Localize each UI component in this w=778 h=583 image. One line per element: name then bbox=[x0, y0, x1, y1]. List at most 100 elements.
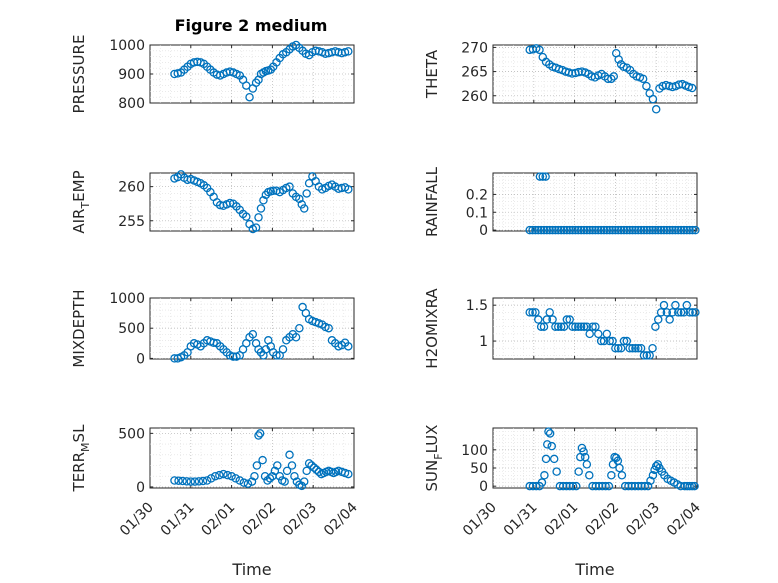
data-point bbox=[559, 322, 569, 331]
data-point bbox=[242, 212, 251, 221]
panel-h2omixra: 1 1.5 H2OMIXRA bbox=[423, 288, 700, 369]
y-tick-label: 0 bbox=[479, 223, 488, 239]
data-point bbox=[186, 477, 196, 486]
data-point bbox=[579, 225, 589, 235]
y-axis-label-main: SUN bbox=[423, 460, 441, 492]
data-point bbox=[202, 476, 212, 485]
data-point bbox=[690, 481, 699, 491]
data-point bbox=[251, 223, 261, 232]
data-point bbox=[676, 481, 685, 491]
data-point bbox=[656, 308, 666, 317]
data-point bbox=[585, 471, 594, 480]
data-point bbox=[637, 481, 646, 491]
data-point bbox=[639, 351, 649, 360]
data-point bbox=[622, 336, 632, 346]
data-point bbox=[628, 343, 637, 353]
y-axis-label-main: AIR bbox=[70, 209, 88, 234]
data-point bbox=[272, 351, 281, 360]
data-point bbox=[278, 345, 288, 354]
data-point bbox=[630, 481, 640, 491]
data-point bbox=[668, 225, 677, 235]
y-axis-label-main: THETA bbox=[423, 49, 441, 99]
y-axis-label-subscript: M bbox=[79, 442, 92, 452]
data-point bbox=[340, 48, 350, 57]
data-point bbox=[548, 315, 557, 324]
data-point bbox=[170, 476, 179, 485]
data-point bbox=[528, 481, 538, 491]
data-point bbox=[324, 323, 333, 333]
data-point bbox=[582, 225, 592, 235]
data-point bbox=[574, 322, 583, 331]
data-point bbox=[282, 466, 292, 476]
data-point bbox=[631, 225, 640, 235]
data-point bbox=[290, 471, 299, 481]
data-point bbox=[625, 225, 634, 235]
data-point bbox=[549, 454, 559, 464]
data-point bbox=[297, 481, 307, 491]
data-point bbox=[189, 58, 199, 67]
data-point bbox=[614, 343, 623, 353]
data-point bbox=[615, 463, 624, 473]
data-point bbox=[535, 45, 544, 55]
data-point bbox=[344, 342, 353, 351]
data-point bbox=[639, 225, 649, 235]
data-point bbox=[531, 225, 540, 235]
data-point bbox=[682, 225, 692, 235]
data-point bbox=[273, 461, 282, 470]
data-point bbox=[571, 481, 581, 491]
data-point bbox=[223, 470, 232, 480]
data-point bbox=[255, 429, 265, 438]
data-point bbox=[182, 477, 191, 486]
data-point bbox=[554, 322, 563, 331]
data-point bbox=[571, 322, 580, 331]
data-point bbox=[596, 225, 606, 235]
y-axis-label-rest: SL bbox=[70, 424, 88, 443]
data-point bbox=[653, 315, 663, 324]
data-point bbox=[609, 72, 619, 81]
data-point bbox=[254, 213, 263, 222]
data-point bbox=[248, 329, 258, 339]
data-point bbox=[585, 329, 594, 339]
data-point bbox=[544, 427, 553, 436]
data-point bbox=[565, 481, 574, 491]
data-point bbox=[219, 469, 228, 479]
data-point bbox=[541, 172, 550, 181]
data-point bbox=[552, 467, 561, 476]
data-point bbox=[646, 476, 655, 485]
y-tick-label: 0.1 bbox=[466, 205, 488, 221]
data-point bbox=[665, 225, 674, 235]
data-point bbox=[591, 225, 600, 235]
data-point bbox=[616, 225, 626, 235]
data-point bbox=[302, 466, 311, 476]
data-point bbox=[682, 300, 692, 310]
y-axis-label-subscript: T bbox=[79, 202, 92, 210]
data-point bbox=[551, 225, 560, 235]
data-point bbox=[645, 225, 654, 235]
data-point bbox=[299, 477, 309, 486]
data-point bbox=[536, 225, 546, 235]
data-point bbox=[576, 225, 586, 235]
data-point bbox=[571, 225, 580, 235]
data-point bbox=[525, 225, 534, 235]
y-tick-label: 50 bbox=[470, 461, 488, 477]
data-point bbox=[588, 322, 597, 331]
data-point bbox=[194, 477, 204, 486]
series-mixdepth bbox=[170, 302, 353, 363]
data-point bbox=[259, 196, 268, 205]
data-point bbox=[602, 329, 612, 339]
data-point bbox=[673, 225, 683, 235]
data-point bbox=[543, 440, 552, 449]
data-point bbox=[648, 225, 657, 235]
data-point bbox=[307, 461, 316, 470]
data-point bbox=[327, 48, 337, 57]
data-point bbox=[625, 343, 634, 353]
data-point bbox=[215, 470, 224, 480]
data-point bbox=[211, 471, 220, 481]
data-point bbox=[633, 481, 643, 491]
data-point bbox=[256, 204, 266, 213]
data-point bbox=[574, 67, 583, 77]
data-point bbox=[250, 471, 259, 481]
data-point bbox=[642, 225, 652, 235]
data-point bbox=[631, 343, 640, 353]
data-point bbox=[619, 225, 629, 235]
